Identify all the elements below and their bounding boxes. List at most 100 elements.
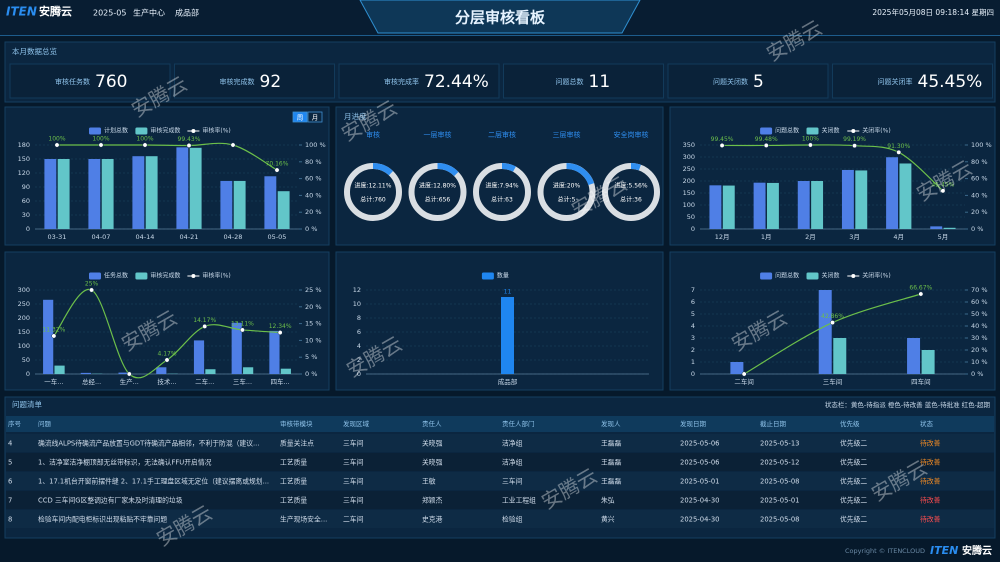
table-row [6,510,994,528]
y2-tick-label: 20 % [971,346,988,354]
y-tick-label: 30 [22,211,30,219]
bar [921,350,935,374]
bar [722,185,735,229]
y2-tick-label: 0 % [971,225,983,233]
y2-tick-label: 5 % [305,353,317,361]
legend-label: 关闭数 [822,127,840,135]
legend-label: 关闭率(%) [862,127,890,135]
table-cell: 5 [8,459,12,467]
y-tick-label: 300 [18,286,30,294]
ring-total-label: 总计:656 [425,196,451,204]
table-cell: 优先级二 [840,458,867,467]
rate-label: 13.11% [231,320,254,327]
bar [753,182,766,229]
ring-progress [344,163,402,221]
y-tick-label: 200 [18,314,30,322]
x-tick-label: 总经... [82,377,101,386]
y-tick-label: 150 [18,155,30,163]
bar [220,180,233,229]
rate-point [54,142,60,148]
rate-label: 100% [92,136,109,143]
rate-line [57,142,278,171]
ring-progress-label: 进度:20% [553,182,581,190]
status-cell: 待改善 [920,477,941,486]
y-tick-label: 10 [353,300,361,308]
bar [818,290,832,374]
rate-label: 14.17% [193,317,216,324]
rate-label: 4.17% [157,350,176,357]
column-header: 责任人 [422,419,442,428]
kpi-card [503,63,664,99]
table-cell: 2025-05-06 [680,440,720,448]
ring-progress-label: 进度:12.80% [419,182,456,190]
table-cell: 2025-05-01 [760,497,800,505]
rate-label: 100% [48,136,65,143]
y2-tick-label: 100 % [971,141,992,149]
table-cell: 工艺质量 [280,458,307,467]
toggle-button[interactable] [307,111,323,123]
kpi-label: 审核完成数 [220,77,255,86]
table-cell: 关晓强 [422,439,443,448]
table-cell: 工艺质量 [280,477,307,486]
bar [855,170,868,229]
bar [709,185,722,229]
table-cell: 三车间 [343,458,364,467]
toggle-button[interactable] [292,111,308,123]
y-tick-label: 4 [691,322,695,330]
table-cell: 检验组 [502,515,523,524]
table-cell: 黄兴 [601,515,615,524]
bar [189,147,202,229]
rate-label: 11.32% [42,326,65,333]
y2-tick-label: 40 % [971,322,988,330]
y2-tick-label: 70 % [971,286,988,294]
legend-swatch [481,272,494,280]
table-header [6,416,994,432]
rate-label: 99.19% [843,136,866,143]
legend-swatch [760,272,773,280]
y-tick-label: 250 [683,165,695,173]
toggle-label[interactable]: 月 [312,114,319,122]
table-cell: 1、17.1机台开窗前摆件缝 2、17.1手工理盘区域无定位（建议摆离或规划..… [38,477,269,486]
bar [907,338,921,374]
bar [730,362,744,374]
x-tick-label: 四车... [271,377,290,386]
x-tick-label: 2月 [805,233,816,241]
table-cell: 三车间 [343,496,364,505]
legend-label: 任务总数 [104,272,128,280]
x-tick-label: 04-21 [180,233,199,241]
rate-point [763,142,769,148]
table-cell: 工业工程组 [502,496,536,505]
table-cell: 三车间 [502,477,523,486]
y-tick-label: 250 [18,300,30,308]
y-tick-label: 4 [357,342,361,350]
rate-label: 99.48% [755,136,778,143]
ring-progress [602,163,660,221]
legend-dot [191,129,196,133]
kpi-value: 760 [95,72,127,92]
rate-point [918,291,924,297]
y-tick-label: 100 [18,342,30,350]
bar [233,180,246,229]
bar [80,372,91,374]
kpi-card [9,63,171,99]
y-tick-label: 7 [691,286,695,294]
x-tick-label: 四车间 [911,377,931,386]
y-tick-label: 150 [683,189,695,197]
table-cell: 优先级二 [840,515,867,524]
kpi-value: 11 [589,72,611,92]
table-cell: 优先级二 [840,439,867,448]
table-row [6,472,994,490]
bar [88,159,101,229]
toggle-label[interactable]: 周 [297,114,304,122]
bar [811,181,824,229]
y-tick-label: 2 [357,356,361,364]
y-tick-label: 150 [18,328,30,336]
table-cell: 2025-04-30 [680,516,720,524]
legend-swatch [135,272,148,280]
table-cell: 王磊磊 [601,459,622,467]
table-cell: 检验车间内配电柜标识出现粘贴不牢靠问题 [38,515,167,524]
table-cell: 7 [8,497,12,505]
y2-tick-label: 60 % [305,175,322,183]
y2-tick-label: 10 % [971,358,988,366]
bar [132,156,145,229]
